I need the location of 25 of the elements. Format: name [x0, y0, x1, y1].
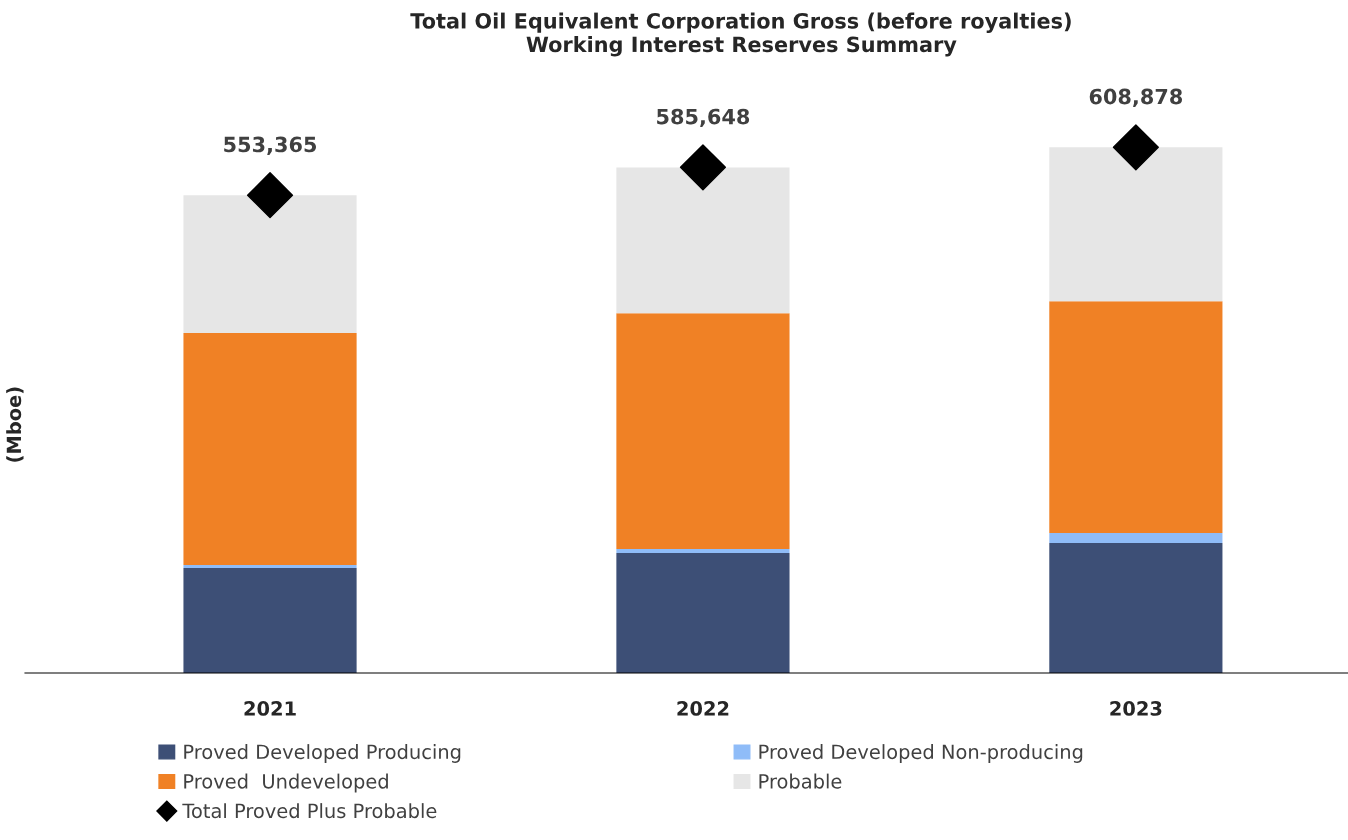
data-label: 585,648	[657, 108, 750, 128]
data-label: 553,365	[224, 136, 317, 155]
bar	[616, 313, 790, 550]
bar	[1049, 147, 1223, 302]
bar	[183, 564, 357, 569]
legend-label: Proved Undeveloped	[184, 773, 388, 793]
bar	[616, 549, 790, 554]
data-label: 608,878	[1089, 88, 1183, 108]
bar	[183, 195, 357, 334]
x-tick-label: 2021	[244, 701, 296, 716]
bar	[616, 553, 790, 673]
x-tick-label: 2023	[1110, 701, 1162, 716]
legend-label: Proved Developed Producing	[184, 744, 461, 763]
bar	[1049, 301, 1223, 534]
bar	[1049, 543, 1223, 673]
bar	[1049, 533, 1223, 544]
y-axis-title: (Mboe)	[6, 387, 24, 462]
bar	[183, 568, 357, 673]
bar	[616, 167, 790, 314]
text: Total Oil Equivalent Corporation Gross (before royalties) Working Interest Reserves Summary	[410, 12, 1071, 57]
legend-label: Proved Developed Non-producing	[759, 744, 1083, 763]
x-tick-label: 2022	[677, 701, 729, 716]
legend-label: Probable	[759, 773, 842, 789]
legend-label: Total Proved Plus Probable	[182, 803, 437, 819]
bar	[183, 333, 357, 565]
